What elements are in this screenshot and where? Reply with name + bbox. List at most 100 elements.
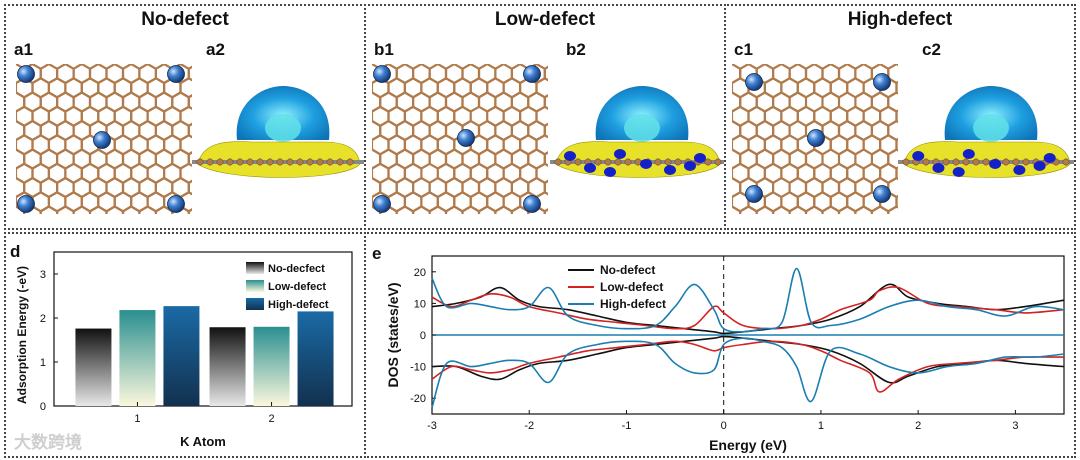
carbon-atom <box>306 158 314 166</box>
potassium-atom <box>873 185 891 203</box>
carbon-ring <box>543 65 548 82</box>
carbon-atom <box>296 158 304 166</box>
depletion-blob <box>684 161 696 171</box>
charge-density-side-view-high-defect <box>898 86 1074 178</box>
carbon-atom <box>982 158 990 166</box>
carbon-ring <box>187 94 192 110</box>
potassium-atom <box>373 195 391 213</box>
carbon-atom <box>714 158 722 166</box>
potassium-atom <box>745 185 763 203</box>
y-axis-label: DOS (states/eV) <box>385 282 401 387</box>
carbon-ring <box>477 205 497 214</box>
carbon-atom <box>604 158 612 166</box>
potassium-atom <box>17 195 35 213</box>
isosurface-inner <box>624 114 660 142</box>
carbon-ring <box>187 122 192 139</box>
depletion-blob <box>604 167 616 177</box>
depletion-blob <box>932 163 945 173</box>
potassium-atom <box>457 129 475 147</box>
carbon-atom <box>216 158 224 166</box>
bar-low-defect-2 <box>253 326 290 406</box>
legend-swatch <box>246 280 264 292</box>
potassium-atom <box>373 65 391 83</box>
carbon-ring <box>543 94 548 110</box>
depletion-blob <box>962 149 975 159</box>
carbon-ring <box>870 205 890 214</box>
isosurface-inner <box>973 114 1009 142</box>
depletion-blob <box>564 151 576 161</box>
carbon-atom <box>554 158 562 166</box>
carbon-lattice <box>16 64 192 214</box>
depletion-blob <box>912 151 925 161</box>
carbon-ring <box>755 205 775 214</box>
isosurface-blue-cap <box>236 86 330 140</box>
carbon-ring <box>411 205 431 214</box>
carbon-atom <box>624 158 632 166</box>
dos-high-defect-up <box>431 267 1065 333</box>
carbon-atom <box>196 158 204 166</box>
x-tick-label: 1 <box>134 413 140 425</box>
bar-no-decfect-1 <box>75 328 112 406</box>
carbon-ring <box>804 205 824 214</box>
carbon-ring <box>543 122 548 139</box>
label-b1: b1 <box>374 40 394 59</box>
potassium-atom <box>93 131 111 149</box>
carbon-atom <box>326 158 334 166</box>
carbon-ring <box>72 205 92 214</box>
y-tick-label: -20 <box>410 393 426 405</box>
carbon-ring <box>444 205 464 214</box>
carbon-atom <box>942 158 950 166</box>
depletion-blob <box>584 163 596 173</box>
label-c2: c2 <box>922 40 941 59</box>
potassium-atom <box>745 73 763 91</box>
x-axis-label: Energy (eV) <box>709 437 787 453</box>
carbon-ring <box>543 179 548 196</box>
plot-frame <box>53 251 353 407</box>
carbon-atom <box>206 158 214 166</box>
carbon-atom <box>962 158 970 166</box>
carbon-ring <box>138 205 157 214</box>
bar-high-defect-1 <box>163 306 200 406</box>
carbon-ring <box>771 205 791 214</box>
y-tick-label: 10 <box>414 298 426 310</box>
x-tick-label: 1 <box>818 420 824 432</box>
legend-swatch <box>246 298 264 310</box>
carbon-ring <box>895 194 898 209</box>
dos-low-defect-up <box>431 286 1065 330</box>
adsorption-energy-bar-chart: 0 1 2 3 1 2 No-decfect Low-defect High-defect K A… <box>15 251 353 449</box>
y-tick-label: 3 <box>40 269 46 281</box>
carbon-ring <box>55 205 75 214</box>
y-tick-label: 20 <box>414 267 426 279</box>
depletion-blob <box>694 153 706 163</box>
carbon-ring <box>854 205 873 214</box>
carbon-atom <box>1022 158 1030 166</box>
legend-label: High-defect <box>600 297 666 311</box>
x-tick-label: 0 <box>721 420 727 432</box>
carbon-ring <box>788 205 808 214</box>
bar-low-defect-1 <box>119 310 156 406</box>
x-tick-label: 3 <box>1012 420 1018 432</box>
lattice-no-defect <box>16 64 192 214</box>
carbon-atom <box>226 158 234 166</box>
legend-swatch <box>246 262 264 274</box>
x-axis-label: K Atom <box>180 434 226 449</box>
y-tick-label: 0 <box>420 330 426 342</box>
carbon-atom <box>266 158 274 166</box>
carbon-ring <box>187 65 192 82</box>
carbon-atom <box>922 158 930 166</box>
potassium-atom <box>167 195 185 213</box>
carbon-atom <box>336 158 344 166</box>
depletion-blob <box>1033 161 1046 171</box>
carbon-ring <box>428 205 448 214</box>
carbon-atom <box>246 158 254 166</box>
carbon-ring <box>121 205 141 214</box>
panel-high-defect <box>724 4 1076 230</box>
carbon-ring <box>461 205 481 214</box>
legend-label: Low-defect <box>268 281 326 293</box>
carbon-atom <box>1012 158 1020 166</box>
carbon-ring <box>837 205 857 214</box>
legend-label: No-defect <box>600 263 655 277</box>
charge-density-side-view-low-defect <box>550 86 724 178</box>
x-tick-label: 2 <box>915 420 921 432</box>
depletion-blob <box>989 159 1002 169</box>
